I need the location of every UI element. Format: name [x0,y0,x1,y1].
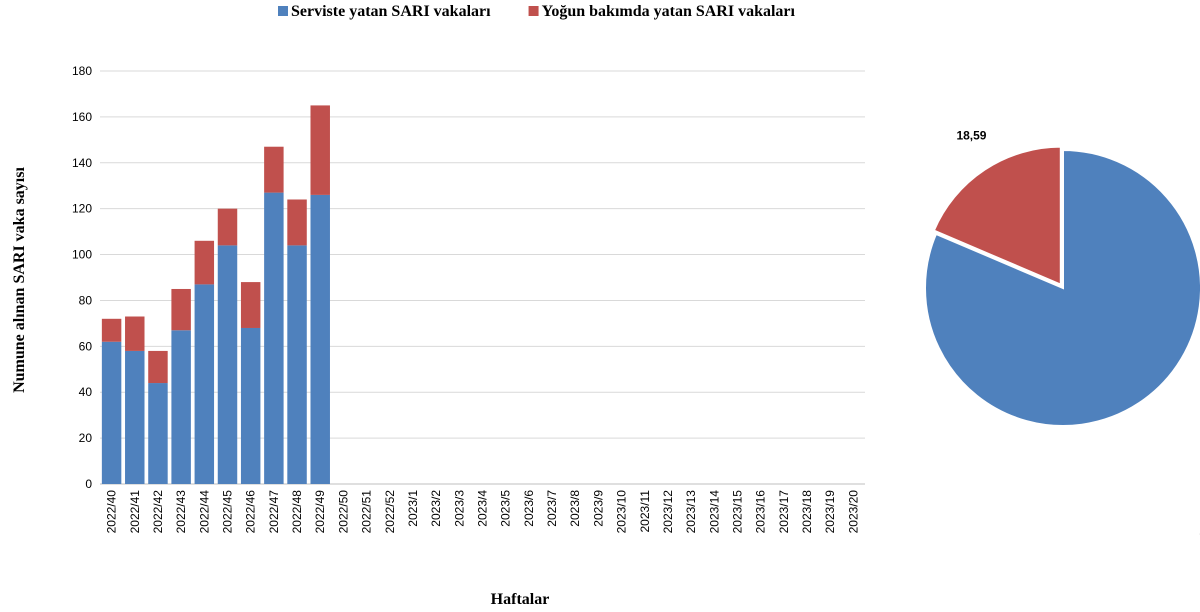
y-tick-label: 20 [79,431,93,445]
bar-segment [125,316,145,351]
x-tick-label: 2022/41 [128,490,142,534]
y-tick-label: 60 [79,339,93,353]
x-tick-label: 2023/4 [476,490,490,527]
y-tick-label: 140 [72,156,92,170]
bar-segment [171,288,191,331]
bar-segment [264,146,284,193]
y-tick-label: 160 [72,110,92,124]
y-tick-label: 40 [79,385,93,399]
y-tick-label: 100 [72,248,92,262]
y-tick-label: 0 [85,477,92,491]
x-tick-label: 2022/51 [360,490,374,534]
bar-segment [171,330,191,484]
y-tick-label: 120 [72,202,92,216]
x-tick-label: 2022/49 [313,490,327,534]
x-tick-label: 2023/13 [684,490,698,534]
x-tick-label: 2022/44 [197,490,211,534]
x-tick-label: 2023/20 [846,490,860,534]
pie-slice [924,148,1200,427]
x-tick-label: 2023/5 [499,490,513,527]
x-tick-label: 2022/50 [336,490,350,534]
bar-segment [240,282,261,328]
y-tick-label: 180 [72,64,92,78]
x-tick-label: 2023/16 [754,490,768,534]
bar-segment [264,192,284,484]
y-axis-title: Numune alınan SARI vaka sayısı [11,167,28,393]
x-tick-label: 2022/43 [174,490,188,534]
x-tick-label: 2022/47 [267,490,281,534]
bar-segment [240,327,261,484]
bar-segment [148,383,168,484]
x-tick-label: 2023/19 [823,490,837,534]
bar-segment [101,341,122,484]
x-tick-label: 2022/52 [383,490,397,534]
x-tick-label: 2023/12 [661,490,675,534]
legend-marker [278,6,288,16]
x-tick-label: 2023/8 [568,490,582,527]
bar-segment [125,350,145,484]
x-tick-label: 2022/40 [105,490,119,534]
bar-segment [287,245,307,484]
bar-segment [310,105,330,195]
bar-segment [217,208,238,246]
x-tick-label: 2023/9 [591,490,605,527]
bar-segment [194,240,215,285]
x-tick-label: 2023/2 [429,490,443,527]
bar-segment [148,350,168,384]
x-tick-label: 2023/14 [707,490,721,534]
y-tick-label: 80 [79,293,93,307]
x-axis-title: Haftalar [491,591,550,608]
bar-segment [194,284,215,484]
legend-label: Serviste yatan SARI vakaları [291,3,491,20]
x-tick-label: 2023/17 [777,490,791,534]
x-tick-label: 2023/18 [800,490,814,534]
bar-segment [310,194,330,484]
x-tick-label: 2022/46 [244,490,258,534]
legend-marker [528,6,539,16]
x-tick-label: 2022/42 [151,490,165,534]
pie-slice [932,145,1062,287]
x-tick-label: 2023/7 [545,490,559,527]
pie-label: 18,59 [956,129,986,143]
x-tick-label: 2022/48 [290,490,304,534]
x-tick-label: 2022/45 [221,490,235,534]
x-tick-label: 2023/6 [522,490,536,527]
bar-segment [287,199,307,246]
bar-segment [101,318,122,342]
legend-label: Yoğun bakımda yatan SARI vakaları [542,3,796,20]
x-tick-label: 2023/11 [638,490,652,533]
x-tick-label: 2023/3 [452,490,466,527]
x-tick-label: 2023/15 [731,490,745,534]
x-tick-label: 2023/10 [615,490,629,534]
bar-segment [217,245,238,484]
x-tick-label: 2023/1 [406,490,420,527]
